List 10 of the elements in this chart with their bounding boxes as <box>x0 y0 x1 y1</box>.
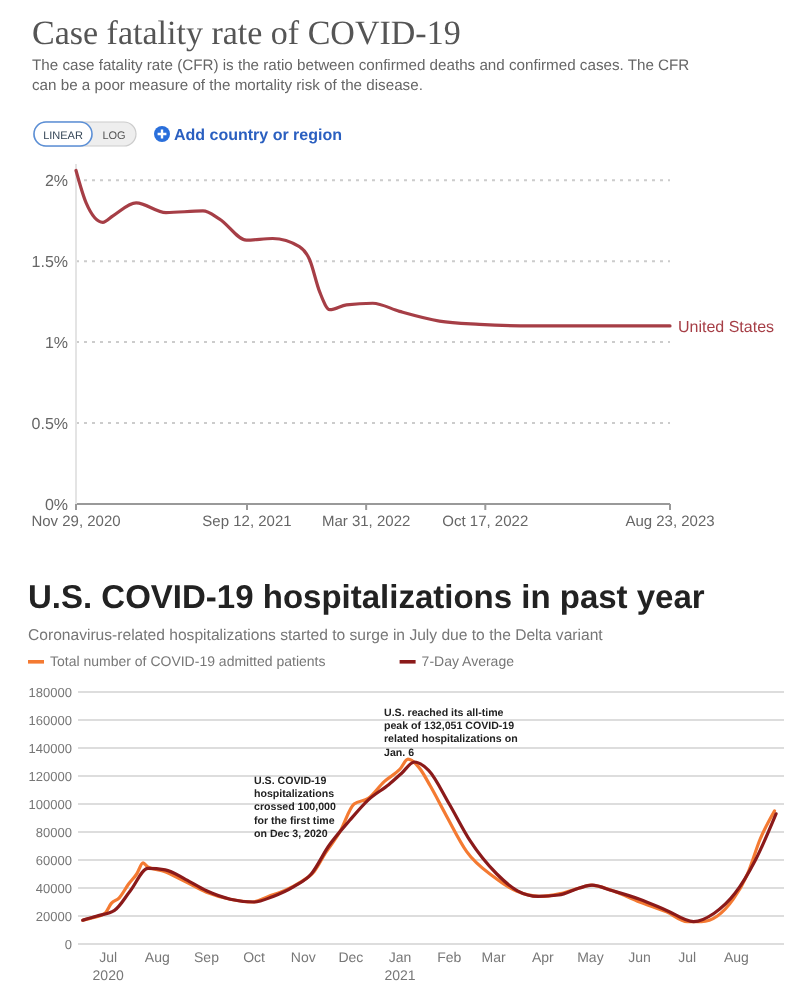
chart-title: Case fatality rate of COVID-19 <box>32 14 461 52</box>
y-tick-label: 2% <box>44 172 68 191</box>
y-tick-label: 1% <box>44 334 68 353</box>
y-tick-label: 0% <box>44 496 68 514</box>
chart-title: U.S. COVID-19 hospitalizations in past year <box>28 580 706 616</box>
text: Add country or region <box>174 126 343 144</box>
y-tick-label: 0.5% <box>31 415 68 434</box>
line-series <box>74 168 672 328</box>
series-label: United States <box>678 317 775 336</box>
y-tick-label: 1.5% <box>31 253 68 272</box>
